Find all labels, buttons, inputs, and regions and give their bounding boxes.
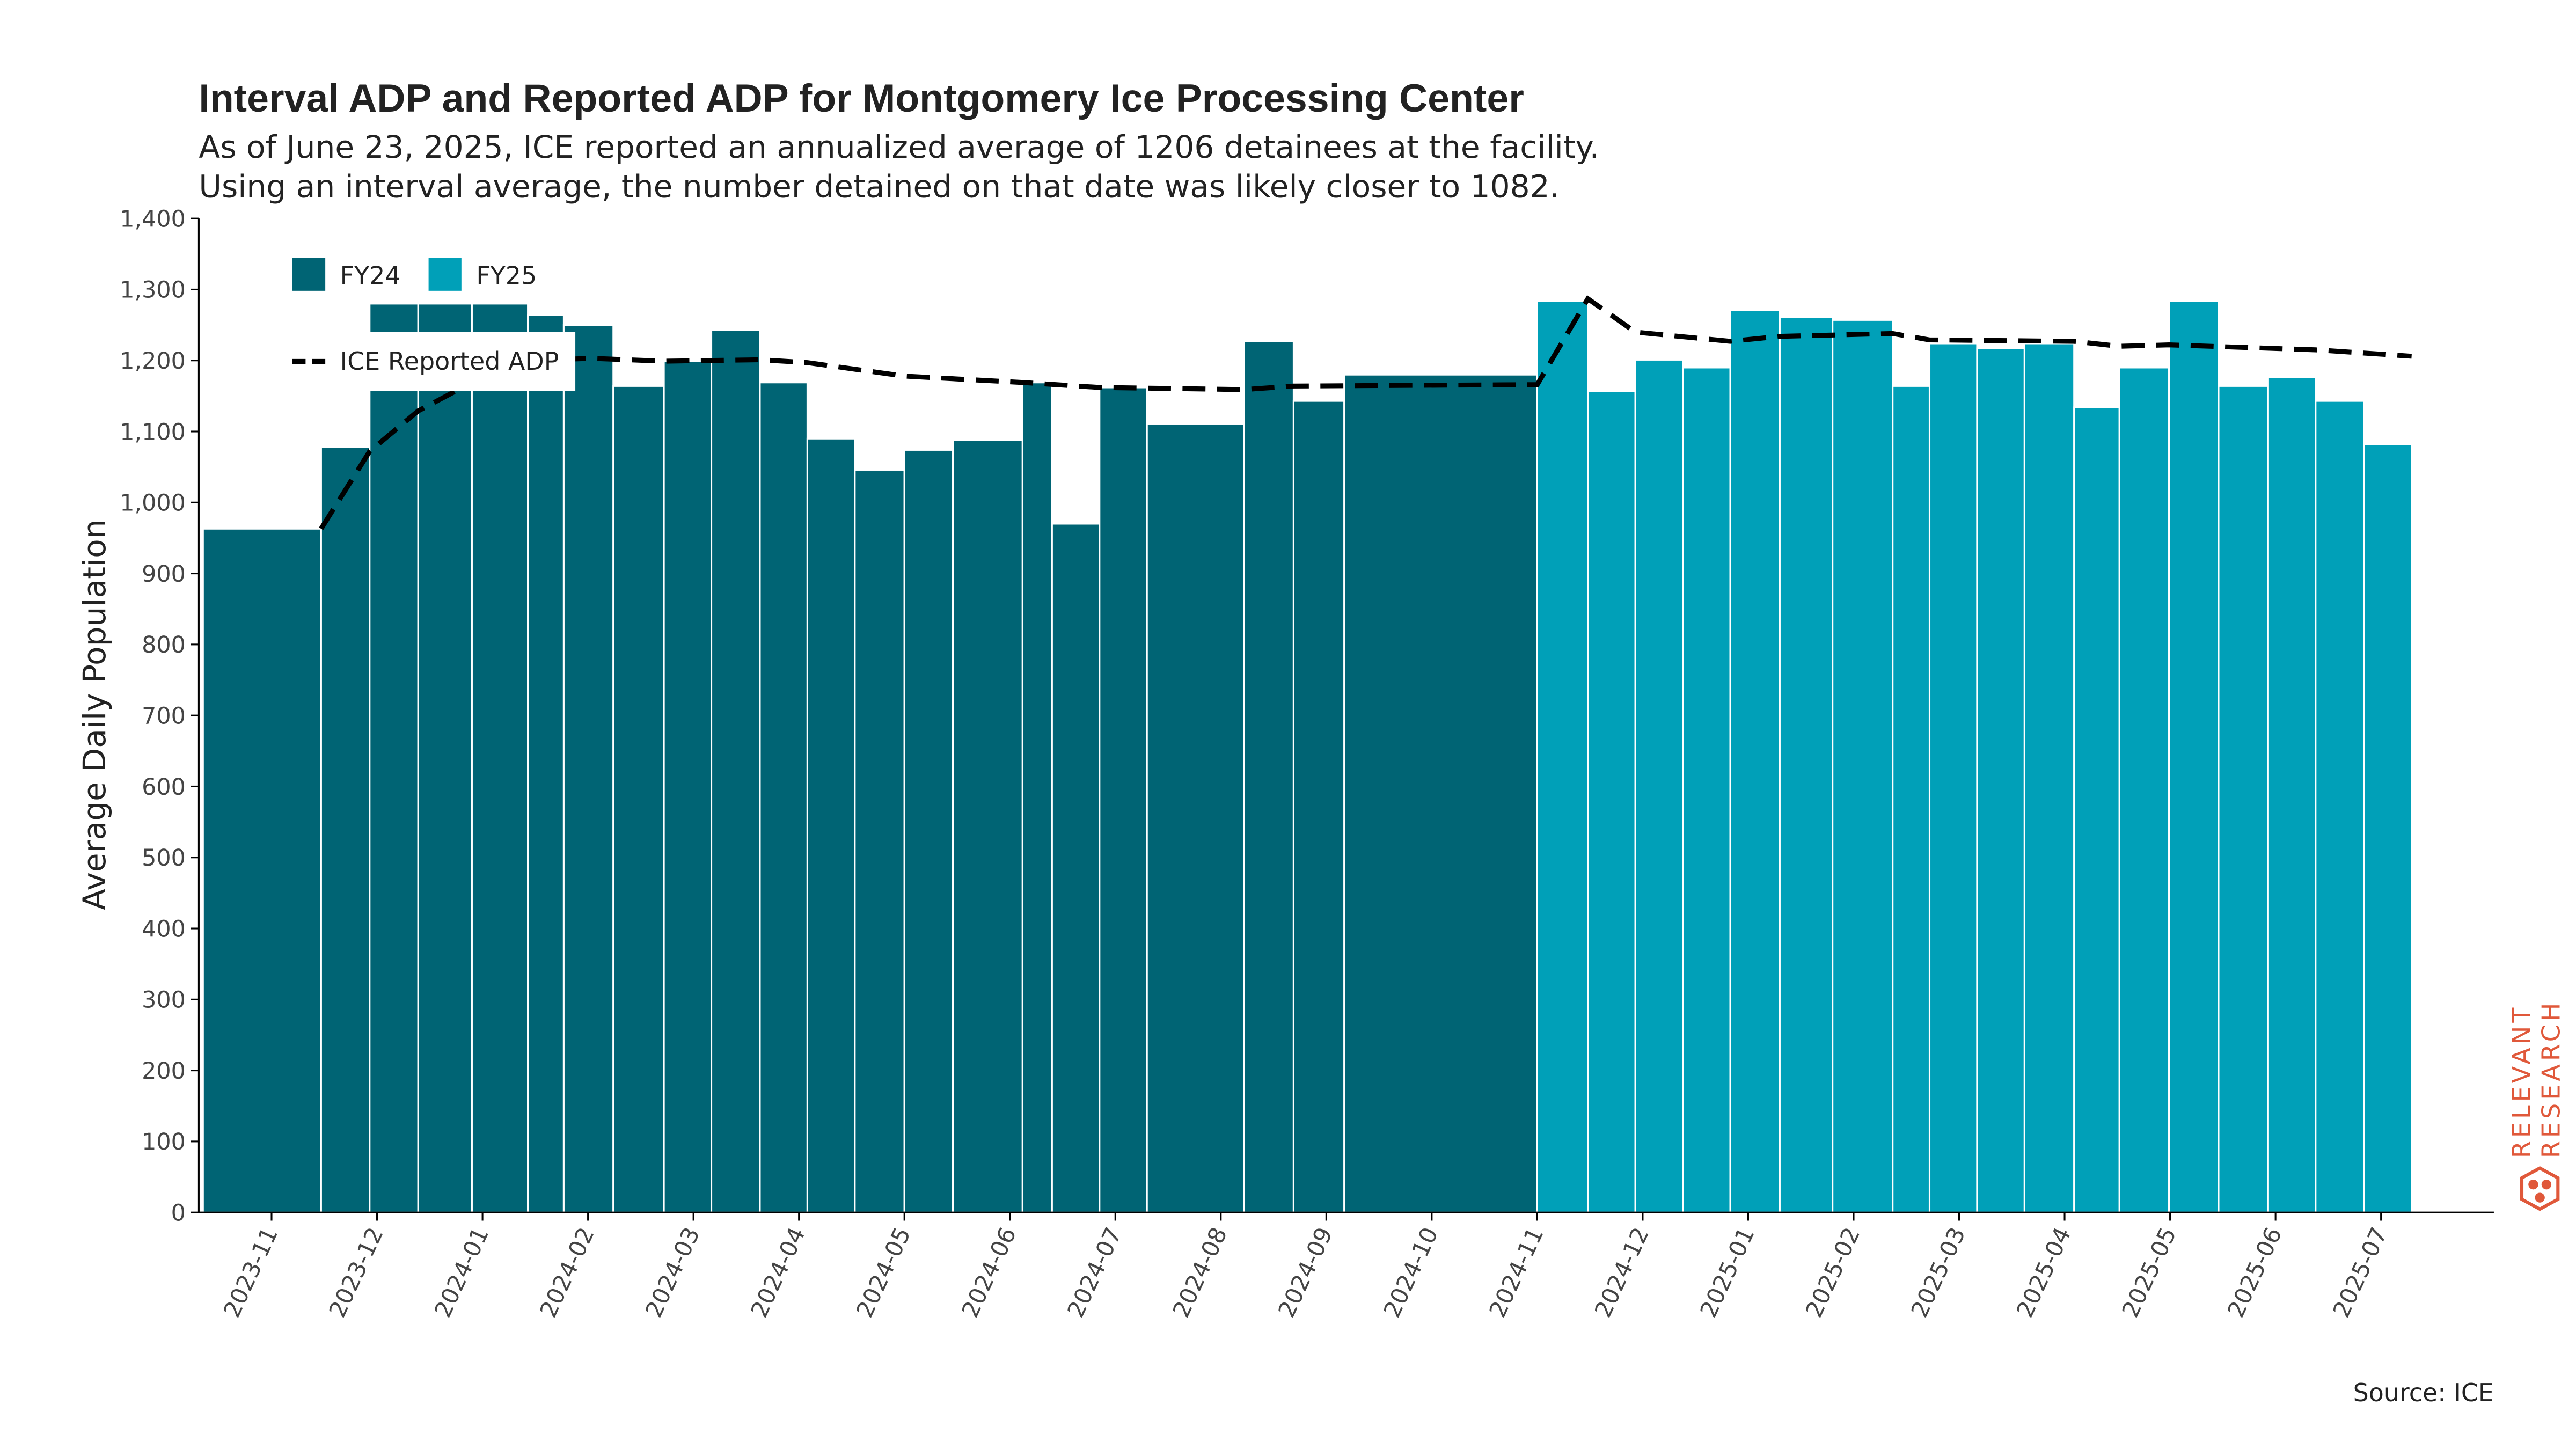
bar	[527, 314, 565, 1213]
y-tick-label: 400	[142, 916, 186, 942]
bar	[2073, 406, 2120, 1213]
bar	[562, 324, 614, 1213]
brand-logo	[2535, 1192, 2545, 1203]
bar	[806, 437, 856, 1213]
bar	[2315, 400, 2365, 1213]
bar	[2363, 443, 2413, 1213]
brand-logo	[2520, 1166, 2560, 1211]
legend-label: ICE Reported ADP	[340, 347, 559, 376]
y-tick-label: 100	[142, 1129, 186, 1155]
y-tick-label: 800	[142, 632, 186, 658]
bar	[711, 329, 761, 1213]
bar	[663, 360, 713, 1213]
brand-text: RESEARCH	[2536, 1000, 2565, 1159]
bar	[320, 446, 371, 1213]
bar	[1587, 390, 1636, 1213]
bar	[903, 449, 954, 1213]
bar	[759, 382, 808, 1213]
bar	[1343, 374, 1538, 1213]
bar	[2023, 342, 2075, 1213]
bar	[1976, 347, 2025, 1213]
bar	[1292, 400, 1345, 1213]
chart-title: Interval ADP and Reported ADP for Montgo…	[199, 76, 1524, 120]
y-tick-label: 700	[142, 702, 186, 729]
bar	[952, 439, 1023, 1213]
bar	[202, 528, 322, 1213]
bar	[1021, 382, 1053, 1213]
y-tick-label: 0	[171, 1199, 186, 1226]
bar	[1051, 523, 1101, 1213]
y-axis-label: Average Daily Population	[76, 519, 113, 910]
y-tick-label: 200	[142, 1058, 186, 1085]
branding: RELEVANT RESEARCH	[2507, 1000, 2565, 1211]
bar	[471, 303, 529, 1213]
bar	[2267, 376, 2317, 1213]
y-tick-label: 1,300	[120, 277, 186, 304]
bar	[1536, 300, 1589, 1213]
bar	[1928, 342, 1978, 1213]
legend-swatch	[292, 258, 326, 291]
bar	[1099, 386, 1148, 1213]
bar	[2168, 300, 2220, 1213]
brand-text: RELEVANT	[2507, 1004, 2536, 1158]
bar	[1243, 340, 1294, 1213]
bar	[2118, 367, 2170, 1213]
bar	[369, 303, 419, 1213]
brand-logo	[2528, 1179, 2538, 1190]
legend-label: FY25	[476, 261, 537, 290]
source: Source: ICE	[2353, 1378, 2494, 1407]
y-tick-label: 900	[142, 561, 186, 588]
legend-box	[276, 332, 576, 391]
bar	[1832, 319, 1894, 1213]
y-tick-label: 500	[142, 845, 186, 872]
chart-subtitle: As of June 23, 2025, ICE reported an ann…	[199, 129, 1599, 165]
y-tick-label: 1,200	[120, 348, 186, 375]
bar	[1682, 367, 1731, 1213]
bar	[612, 385, 665, 1213]
legend-swatch	[428, 258, 462, 291]
bar	[1892, 385, 1931, 1213]
legend-label: FY24	[340, 261, 401, 290]
y-tick-label: 1,100	[120, 419, 186, 445]
brand-logo	[2541, 1179, 2552, 1190]
y-tick-label: 1,400	[120, 206, 186, 232]
bar	[417, 303, 473, 1213]
y-tick-label: 300	[142, 987, 186, 1014]
bar	[2218, 385, 2269, 1213]
chart-subtitle: Using an interval average, the number de…	[199, 168, 1560, 204]
bar	[1729, 309, 1781, 1213]
y-tick-label: 1,000	[120, 490, 186, 517]
bar	[1146, 422, 1245, 1213]
bar	[1779, 316, 1834, 1213]
y-tick-label: 600	[142, 774, 186, 801]
bar	[854, 469, 905, 1213]
bar	[1634, 358, 1684, 1213]
legend: FY24 FY25 ICE Reported ADP	[276, 258, 576, 391]
